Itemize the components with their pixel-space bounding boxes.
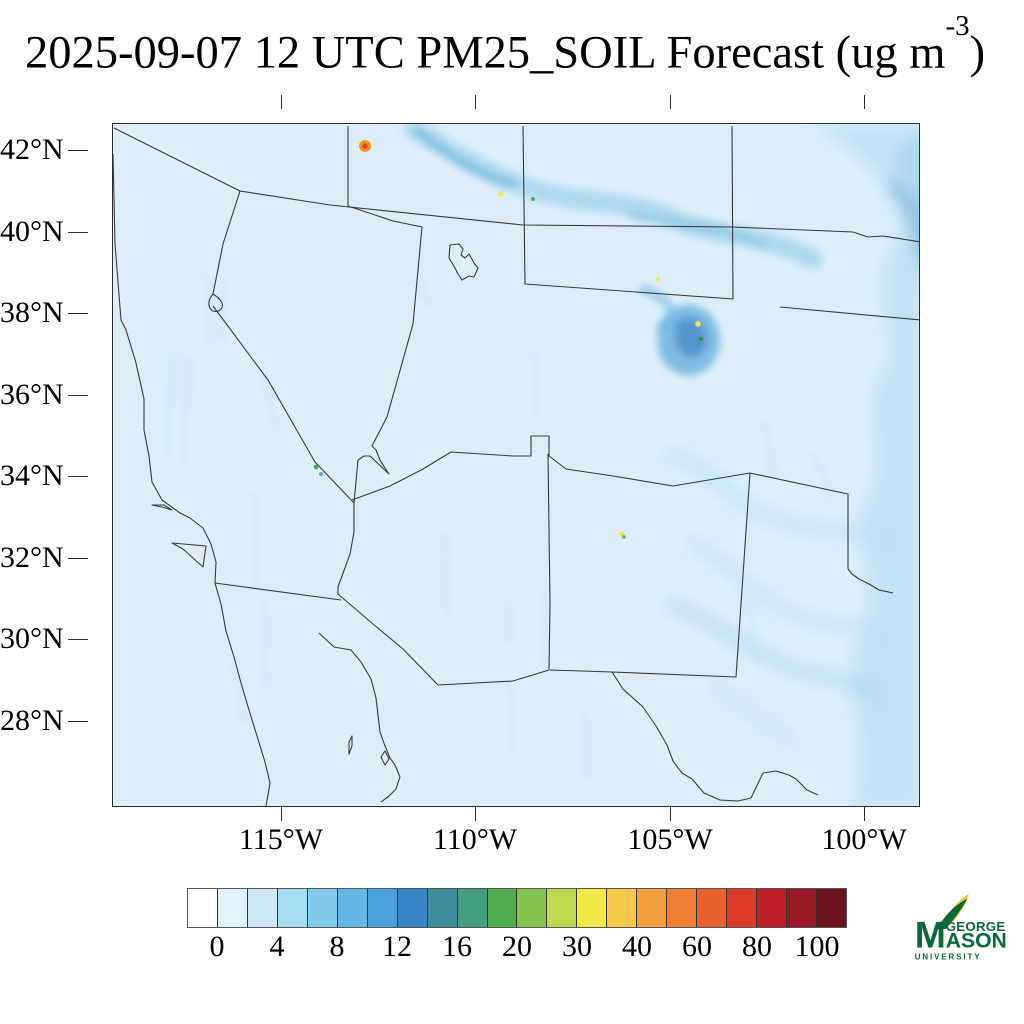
svg-text:M: M xyxy=(915,914,946,956)
svg-text:ASON: ASON xyxy=(946,930,1007,953)
svg-text:UNIVERSITY: UNIVERSITY xyxy=(915,953,982,962)
